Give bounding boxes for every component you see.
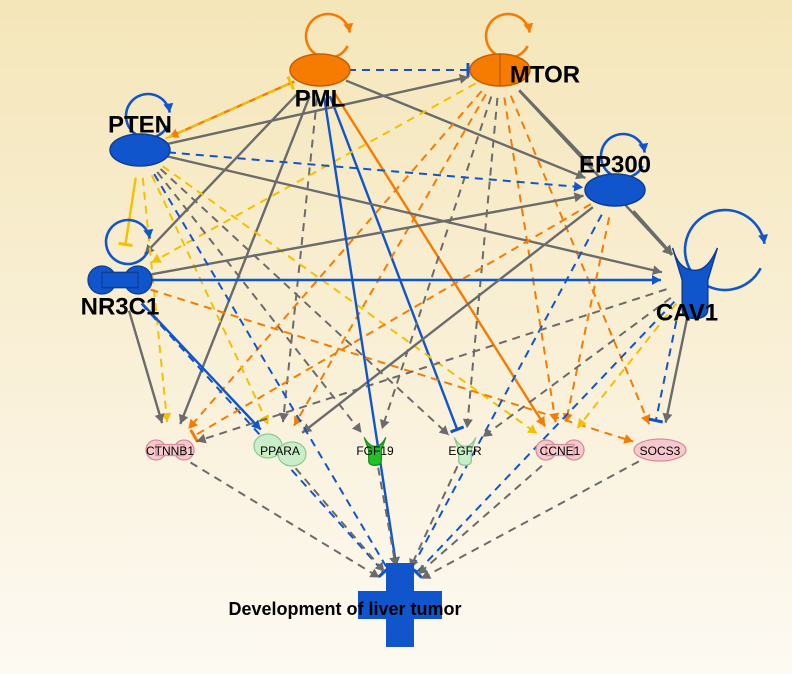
self-loop-mtor (486, 14, 533, 58)
node-mtor: MTOR (470, 54, 580, 88)
edge-ep300-ctnnb1 (191, 204, 591, 442)
edge-nr3c1-ep300 (151, 192, 583, 274)
edge-nr3c1-cav1 (152, 275, 661, 285)
node-label-pten: PTEN (108, 111, 172, 138)
edge-pml-ctnnb1 (179, 96, 310, 424)
node-label-egfr: EGFR (448, 444, 482, 458)
node-ppara: PPARA (254, 434, 306, 466)
node-label-ccne1: CCNE1 (540, 444, 581, 458)
node-label-socs3: SOCS3 (640, 444, 681, 458)
node-socs3: SOCS3 (634, 439, 686, 461)
edge-egfr-outcome (409, 466, 457, 568)
node-label-fgf19: FGF19 (356, 444, 394, 458)
node-label-pml: PML (295, 85, 346, 112)
edge-cav1-egfr (483, 298, 671, 437)
node-ccne1: CCNE1 (536, 440, 584, 460)
node-ep300: EP300 (579, 151, 651, 206)
node-label-mtor: MTOR (510, 61, 580, 88)
node-nr3c1: NR3C1 (81, 266, 160, 320)
edge-ccne1-outcome (418, 466, 542, 574)
node-label-nr3c1: NR3C1 (81, 293, 160, 320)
node-egfr: EGFR (448, 437, 482, 465)
self-loop-nr3c1 (106, 220, 153, 264)
node-label-cav1: CAV1 (656, 299, 718, 326)
node-label-ppara: PPARA (260, 444, 300, 458)
outcome-label: Development of liver tumor (228, 599, 461, 619)
edge-mtor-socs3 (511, 96, 650, 424)
edge-pten-ccne1 (163, 166, 537, 433)
edge-socs3-outcome (421, 461, 639, 578)
node-pml: PML (290, 54, 350, 112)
edge-pten-fgf19 (157, 172, 361, 433)
self-loop-pml (306, 14, 353, 58)
pathway-diagram: PML MTOR PTEN EP300 NR3C1 CAV1 CTNNB1 PPARA FGF1… (0, 0, 792, 674)
edge-pml-outcome (324, 98, 400, 567)
edge-ctnnb1-outcome (191, 462, 380, 577)
edge-nr3c1-ctnnb1 (129, 311, 164, 423)
edge-pten-nr3c1 (119, 178, 136, 246)
edge-pml-mtor (348, 63, 468, 77)
node-fgf19: FGF19 (356, 437, 394, 465)
edge-mtor-egfr (463, 98, 498, 428)
edge-pten-ppara (152, 175, 269, 424)
edge-cav1-outcome (411, 302, 674, 578)
edge-ep300-outcome (405, 215, 602, 573)
node-label-ctnnb1: CTNNB1 (146, 444, 194, 458)
edge-mtor-ppara (294, 94, 486, 426)
edges-layer (119, 63, 689, 579)
edge-ppara-outcome (296, 468, 385, 572)
edge-pten-egfr (161, 169, 449, 435)
node-pten: PTEN (108, 111, 172, 166)
node-label-ep300: EP300 (579, 151, 651, 178)
node-ctnnb1: CTNNB1 (146, 440, 194, 460)
edge-pml-ppara (279, 98, 317, 422)
edge-ep300-cav1 (634, 211, 673, 255)
edge-nr3c1-socs3 (151, 290, 634, 444)
